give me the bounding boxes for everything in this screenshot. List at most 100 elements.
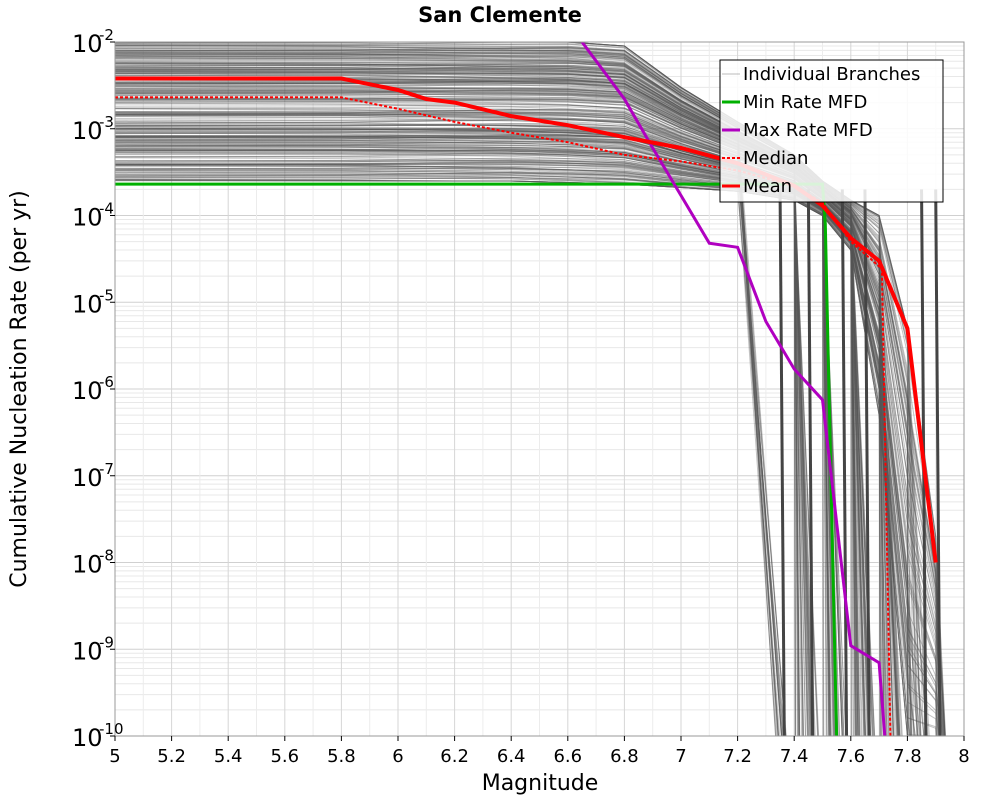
- branch-line: [115, 159, 940, 736]
- branch-line: [115, 46, 787, 736]
- branch-line: [115, 102, 943, 736]
- y-tick-label: 10: [72, 117, 103, 145]
- branch-line: [115, 104, 887, 736]
- y-tick-exponent: -2: [99, 26, 114, 44]
- branch-line: [115, 141, 942, 736]
- branch-line: [115, 170, 871, 736]
- branch-line: [115, 42, 927, 736]
- branch-line: [115, 176, 836, 736]
- y-tick-label: 10: [72, 290, 103, 318]
- branch-line: [115, 109, 784, 736]
- branch-line: [115, 144, 942, 736]
- branch-line: [115, 111, 944, 736]
- x-tick-label: 7.8: [893, 746, 922, 767]
- x-axis-ticks: 5 5.2 5.4 5.6 5.8 6 6.2 6.4 6.6 6.8 7 7.2 7.4 7.6 7.8 8: [109, 736, 970, 767]
- branch-line: [115, 162, 910, 736]
- branch-line: [115, 148, 916, 736]
- branch-line: [115, 51, 922, 736]
- branch-line: [115, 93, 945, 736]
- branch-line: [115, 152, 910, 736]
- x-tick-label: 5.8: [327, 746, 356, 767]
- branch-line: [115, 47, 946, 736]
- x-tick-label: 6.4: [497, 746, 526, 767]
- y-tick-exponent: -7: [99, 460, 114, 478]
- y-tick-label: 10: [72, 551, 103, 579]
- branch-line: [115, 98, 928, 736]
- branch-line: [115, 172, 908, 736]
- branch-line: [115, 76, 942, 736]
- branch-line: [115, 163, 940, 736]
- branch-drop-line: [778, 189, 786, 736]
- branch-line: [115, 98, 929, 736]
- y-tick-label: 10: [72, 204, 103, 232]
- branch-line: [115, 150, 941, 736]
- branch-line: [115, 87, 943, 736]
- y-tick-label: 10: [72, 637, 103, 665]
- branch-line: [115, 127, 941, 736]
- branch-line: [115, 149, 940, 736]
- branch-line: [115, 136, 939, 736]
- x-tick-label: 5.4: [214, 746, 243, 767]
- branch-line: [115, 179, 908, 736]
- legend-label: Mean: [743, 176, 792, 197]
- branch-line: [115, 62, 783, 736]
- branch-line: [115, 109, 881, 736]
- branch-line: [115, 77, 946, 736]
- branch-line: [115, 113, 925, 736]
- y-tick-label: 10: [72, 724, 103, 752]
- branch-line: [115, 67, 900, 736]
- branch-line: [115, 105, 893, 736]
- branch-line: [115, 82, 942, 736]
- branch-line: [115, 52, 946, 736]
- branch-line: [115, 47, 922, 736]
- branch-line: [115, 160, 865, 736]
- branch-line: [115, 141, 919, 736]
- branch-line: [115, 109, 885, 736]
- branch-line: [115, 78, 918, 736]
- x-tick-label: 6: [392, 746, 403, 767]
- branch-line: [115, 163, 882, 736]
- branch-line: [115, 62, 946, 736]
- branch-line: [115, 88, 901, 736]
- branch-line: [115, 89, 895, 736]
- branch-line: [115, 79, 783, 736]
- branch-line: [115, 53, 778, 736]
- branch-line: [115, 132, 918, 736]
- y-tick-label: 10: [72, 30, 103, 58]
- branch-line: [115, 142, 779, 736]
- branch-line: [115, 63, 889, 736]
- branch-line: [115, 175, 937, 736]
- branch-line: [115, 113, 881, 736]
- branch-line: [115, 123, 780, 736]
- branch-line: [115, 53, 921, 736]
- x-tick-label: 5.6: [270, 746, 299, 767]
- branch-line: [115, 85, 787, 736]
- legend-label: Min Rate MFD: [743, 92, 867, 113]
- series-lines: [115, 42, 938, 736]
- branch-line: [115, 117, 883, 736]
- y-tick-exponent: -4: [99, 200, 114, 218]
- branch-line: [115, 98, 903, 736]
- branch-line: [115, 49, 779, 736]
- x-tick-label: 7.4: [780, 746, 809, 767]
- branch-line: [115, 179, 937, 736]
- chart-title: San Clemente: [418, 3, 582, 27]
- branch-line: [115, 95, 779, 736]
- legend-label: Individual Branches: [743, 64, 920, 85]
- x-tick-label: 6.2: [440, 746, 469, 767]
- branch-line: [115, 180, 786, 736]
- legend-label: Max Rate MFD: [743, 120, 873, 141]
- branch-line: [115, 55, 946, 736]
- branch-line: [115, 176, 840, 736]
- branch-line: [115, 57, 890, 736]
- branch-line: [115, 67, 946, 736]
- branch-line: [115, 42, 921, 736]
- branch-line: [115, 130, 943, 736]
- branch-line: [115, 156, 888, 736]
- branch-line: [115, 47, 947, 736]
- branch-line: [115, 77, 942, 736]
- branch-line: [115, 135, 942, 736]
- x-tick-label: 7.6: [836, 746, 865, 767]
- branch-line: [115, 82, 886, 736]
